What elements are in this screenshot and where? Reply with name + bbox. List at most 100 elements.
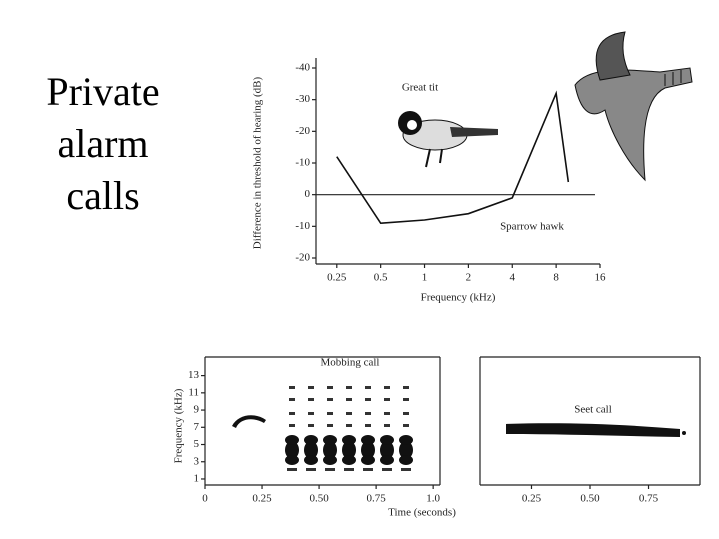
spectrogram-trace	[384, 398, 390, 401]
spectrogram-trace	[380, 441, 394, 459]
y-tick-label: -10	[295, 220, 310, 232]
x-tick-label: 1	[422, 272, 428, 284]
x-tick-label: 8	[553, 272, 559, 284]
spectrogram-trace	[399, 441, 413, 459]
y-tick-label: 0	[305, 188, 311, 200]
spectrogram-trace	[285, 455, 299, 465]
x-tick-label: 0.50	[309, 493, 329, 505]
x-tick-label: 2	[466, 272, 472, 284]
y-axis-label: Difference in threshold of hearing (dB)	[252, 76, 264, 249]
great-tit-illustration	[398, 111, 498, 168]
y-tick-label: 3	[194, 455, 200, 467]
spectrogram-trace	[403, 386, 409, 389]
y-tick-label: -40	[295, 62, 310, 74]
y-tick-label: -20	[295, 125, 310, 137]
y-tick-label: 9	[194, 404, 200, 416]
x-tick-label: 0.25	[522, 493, 542, 505]
spectrogram-trace	[365, 412, 371, 415]
seet-call-spectrogram	[506, 423, 686, 437]
spectrogram-trace	[289, 398, 295, 401]
spectrogram-trace	[304, 455, 318, 465]
spectrogram-trace	[289, 386, 295, 389]
y-tick-label: 5	[194, 438, 200, 450]
spectrogram-trace	[287, 468, 297, 471]
x-tick-label: 4	[510, 272, 516, 284]
spectrogram-trace	[308, 424, 314, 427]
chart-title: Seet call	[574, 404, 612, 416]
spectrogram-trace	[403, 412, 409, 415]
spectrogram-trace	[342, 441, 356, 459]
spectrogram-trace	[346, 412, 352, 415]
annotation: Great tit	[402, 82, 438, 94]
spectrogram-trace	[323, 435, 337, 445]
spectrogram-trace	[346, 386, 352, 389]
spectrogram-trace	[304, 435, 318, 445]
spectrogram-trace	[323, 455, 337, 465]
slide-title: Private alarm calls	[46, 69, 160, 218]
annotation: Sparrow hawk	[500, 221, 564, 233]
spectrogram-trace	[365, 424, 371, 427]
y-tick-label: 1	[194, 473, 200, 485]
spectrogram-trace	[363, 468, 373, 471]
spectrogram-trace	[306, 468, 316, 471]
y-tick-label: -30	[295, 93, 310, 105]
x-tick-label: 0.50	[580, 493, 600, 505]
y-tick-label: 7	[194, 421, 200, 433]
y-tick-label: -20	[295, 252, 310, 264]
x-tick-label: 0.25	[327, 272, 347, 284]
spectrogram-trace	[323, 441, 337, 459]
spectrogram-trace	[346, 424, 352, 427]
spectrogram-trace	[325, 468, 335, 471]
spectrogram-trace	[327, 386, 333, 389]
spectrogram-trace	[285, 435, 299, 445]
spectrogram-trace	[327, 412, 333, 415]
x-tick-label: 16	[595, 272, 607, 284]
spectrogram-trace	[342, 455, 356, 465]
spectrogram-trace	[308, 386, 314, 389]
spectrogram-trace	[308, 398, 314, 401]
spectrogram-trace	[365, 386, 371, 389]
spectrogram-trace	[289, 424, 295, 427]
spectrogram-trace	[403, 398, 409, 401]
spectrogram-trace	[401, 468, 411, 471]
spectrogram-trace	[361, 455, 375, 465]
spectrogram-trace	[327, 398, 333, 401]
x-axis-label: Frequency (kHz)	[421, 292, 496, 304]
spectrogram-trace	[304, 441, 318, 459]
mobbing-call-spectrogram	[232, 386, 413, 471]
spectrogram-trace	[289, 412, 295, 415]
spectrogram-trace	[361, 441, 375, 459]
spectrogram-trace	[285, 441, 299, 459]
spectrogram-trace	[344, 468, 354, 471]
sparrow-hawk-illustration	[574, 31, 693, 182]
spectrogram-trace	[346, 398, 352, 401]
chart-title: Mobbing call	[321, 357, 380, 369]
spectrogram-trace	[399, 455, 413, 465]
spectrogram-trace	[365, 398, 371, 401]
y-tick-label: 13	[188, 369, 200, 381]
x-tick-label: 0	[202, 493, 208, 505]
spectrogram-trace	[382, 468, 392, 471]
spectrogram-trace	[399, 435, 413, 445]
y-axis-label: Frequency (kHz)	[173, 388, 185, 463]
spectrogram-trace	[380, 455, 394, 465]
spectrogram-trace	[342, 435, 356, 445]
spectrogram-trace	[327, 424, 333, 427]
spectrogram-trace	[308, 412, 314, 415]
x-axis-label: Time (seconds)	[388, 507, 456, 519]
spectrogram-trace	[384, 424, 390, 427]
x-tick-label: 0.25	[252, 493, 272, 505]
x-tick-label: 0.75	[366, 493, 386, 505]
x-tick-label: 0.75	[639, 493, 659, 505]
y-tick-label: -10	[295, 157, 310, 169]
x-tick-label: 0.5	[374, 272, 388, 284]
y-tick-label: 11	[188, 386, 199, 398]
spectrogram-trace	[380, 435, 394, 445]
spectrogram-trace	[384, 412, 390, 415]
spectrogram-trace	[361, 435, 375, 445]
spectrogram-trace	[403, 424, 409, 427]
x-tick-label: 1.0	[426, 493, 440, 505]
spectrogram-trace	[384, 386, 390, 389]
